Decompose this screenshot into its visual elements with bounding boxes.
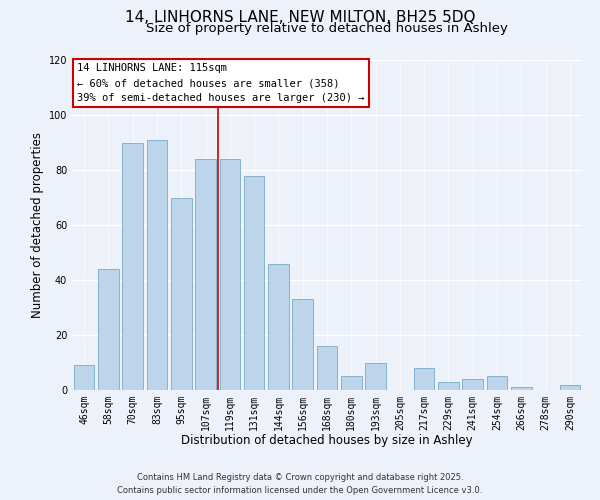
Bar	[438, 382, 459, 390]
Bar	[487, 376, 508, 390]
Bar	[268, 264, 289, 390]
Bar	[171, 198, 191, 390]
Bar	[244, 176, 265, 390]
Bar	[365, 362, 386, 390]
Bar	[146, 140, 167, 390]
X-axis label: Distribution of detached houses by size in Ashley: Distribution of detached houses by size …	[181, 434, 473, 448]
Bar	[341, 376, 362, 390]
Text: 14, LINHORNS LANE, NEW MILTON, BH25 5DQ: 14, LINHORNS LANE, NEW MILTON, BH25 5DQ	[125, 10, 475, 25]
Bar	[414, 368, 434, 390]
Bar	[195, 159, 216, 390]
Bar	[220, 159, 240, 390]
Bar	[98, 269, 119, 390]
Bar	[317, 346, 337, 390]
Bar	[560, 384, 580, 390]
Title: Size of property relative to detached houses in Ashley: Size of property relative to detached ho…	[146, 22, 508, 35]
Text: 14 LINHORNS LANE: 115sqm
← 60% of detached houses are smaller (358)
39% of semi-: 14 LINHORNS LANE: 115sqm ← 60% of detach…	[77, 64, 365, 103]
Y-axis label: Number of detached properties: Number of detached properties	[31, 132, 44, 318]
Bar	[292, 299, 313, 390]
Bar	[122, 142, 143, 390]
Bar	[511, 387, 532, 390]
Text: Contains HM Land Registry data © Crown copyright and database right 2025.
Contai: Contains HM Land Registry data © Crown c…	[118, 474, 482, 495]
Bar	[463, 379, 483, 390]
Bar	[74, 365, 94, 390]
